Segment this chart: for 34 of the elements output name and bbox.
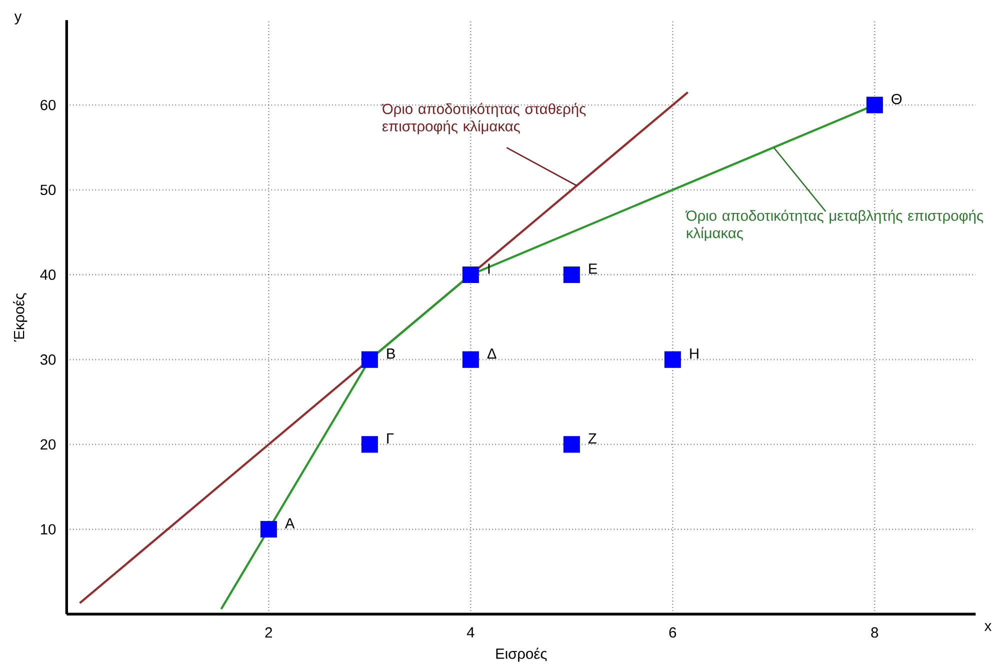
y-tick-label: 10 [40,524,56,534]
point [866,96,883,114]
y-axis-title: Έκροές [13,293,28,342]
annotation: H [690,348,698,359]
point [462,266,479,283]
y-tick-label: 40 [40,270,56,280]
y-tick-label: 30 [40,354,56,365]
point [260,521,277,538]
x-axis-title: Εισροές [496,648,547,662]
x-tick-label: 8 [871,627,878,638]
annotation: Όριο αποδοτικότητας σταθερής επιστροφής κλίμακας [381,102,586,134]
x-tick-label: 6 [669,627,676,638]
point [361,351,378,368]
point [462,351,479,368]
annotation: B [387,348,395,359]
text: y [14,14,22,24]
annotation: I [488,264,490,274]
x-tick-label: 4 [466,627,474,638]
point [664,351,681,368]
point [563,436,580,453]
annotation: Δ [487,348,496,359]
point [563,266,580,283]
x-tick-label: 2 [265,627,272,638]
annotation: Γ [387,433,394,444]
y-tick-label: 50 [40,184,56,196]
point [361,436,378,453]
annotation: A [284,518,295,528]
annotation: Όριο αποδοτικότητας μεταβλητής επιστροφής κλίμακας [685,210,984,241]
annotation: Z [588,433,596,444]
y-tick-label: 60 [40,100,56,110]
text: x [984,623,992,631]
y-tick-label: 20 [40,439,56,450]
annotation: E [589,264,598,274]
annotation: Θ [892,94,902,104]
